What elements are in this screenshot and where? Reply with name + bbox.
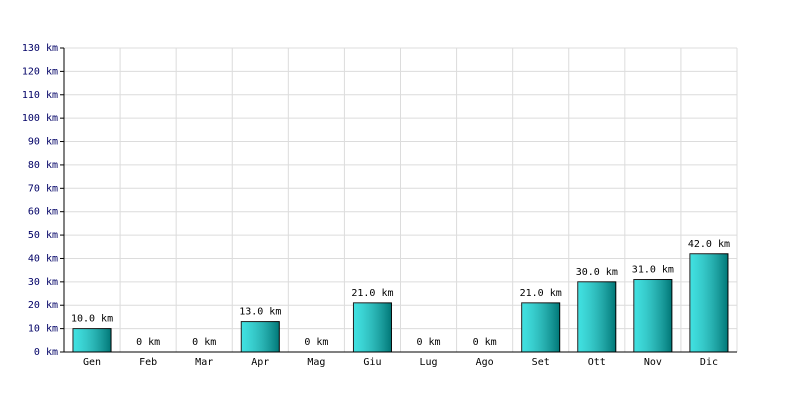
value-label: 10.0 km — [71, 314, 113, 325]
y-tick-label: 10 km — [28, 324, 58, 335]
x-tick-label: Ago — [476, 357, 494, 368]
x-tick-label: Gen — [83, 357, 101, 368]
value-label: 42.0 km — [688, 239, 730, 250]
bar-shade — [689, 253, 728, 352]
x-tick-label: Ott — [588, 357, 606, 368]
y-tick-label: 70 km — [28, 183, 58, 194]
y-tick-label: 50 km — [28, 230, 58, 241]
x-tick-label: Feb — [139, 357, 157, 368]
value-label: 30.0 km — [576, 267, 618, 278]
value-label: 13.0 km — [239, 307, 281, 318]
y-tick-label: 0 km — [34, 347, 58, 358]
y-tick-label: 90 km — [28, 137, 58, 148]
bar-shade — [521, 302, 560, 352]
y-tick-label: 60 km — [28, 207, 58, 218]
bar-shade — [241, 321, 280, 352]
value-label: 0 km — [304, 337, 328, 348]
y-tick-label: 30 km — [28, 277, 58, 288]
value-label: 21.0 km — [520, 288, 562, 299]
value-label: 0 km — [473, 337, 497, 348]
bar-shade — [633, 279, 672, 352]
x-tick-label: Nov — [644, 357, 662, 368]
x-tick-label: Lug — [420, 357, 438, 368]
x-tick-label: Mar — [195, 357, 213, 368]
y-tick-label: 130 km — [22, 43, 58, 54]
value-label: 0 km — [416, 337, 440, 348]
x-tick-label: Mag — [307, 357, 325, 368]
y-tick-label: 120 km — [22, 66, 58, 77]
x-tick-label: Apr — [251, 357, 269, 368]
value-label: 31.0 km — [632, 265, 674, 276]
x-tick-label: Set — [532, 357, 550, 368]
y-tick-label: 110 km — [22, 90, 58, 101]
bar-shade — [73, 328, 112, 352]
y-tick-label: 40 km — [28, 253, 58, 264]
value-label: 0 km — [136, 337, 160, 348]
value-label: 21.0 km — [351, 288, 393, 299]
x-tick-label: Giu — [363, 357, 381, 368]
bar-shade — [577, 281, 616, 352]
x-tick-label: Dic — [700, 357, 718, 368]
value-label: 0 km — [192, 337, 216, 348]
y-tick-label: 100 km — [22, 113, 58, 124]
y-tick-label: 80 km — [28, 160, 58, 171]
y-tick-label: 20 km — [28, 300, 58, 311]
bar-shade — [353, 302, 392, 352]
